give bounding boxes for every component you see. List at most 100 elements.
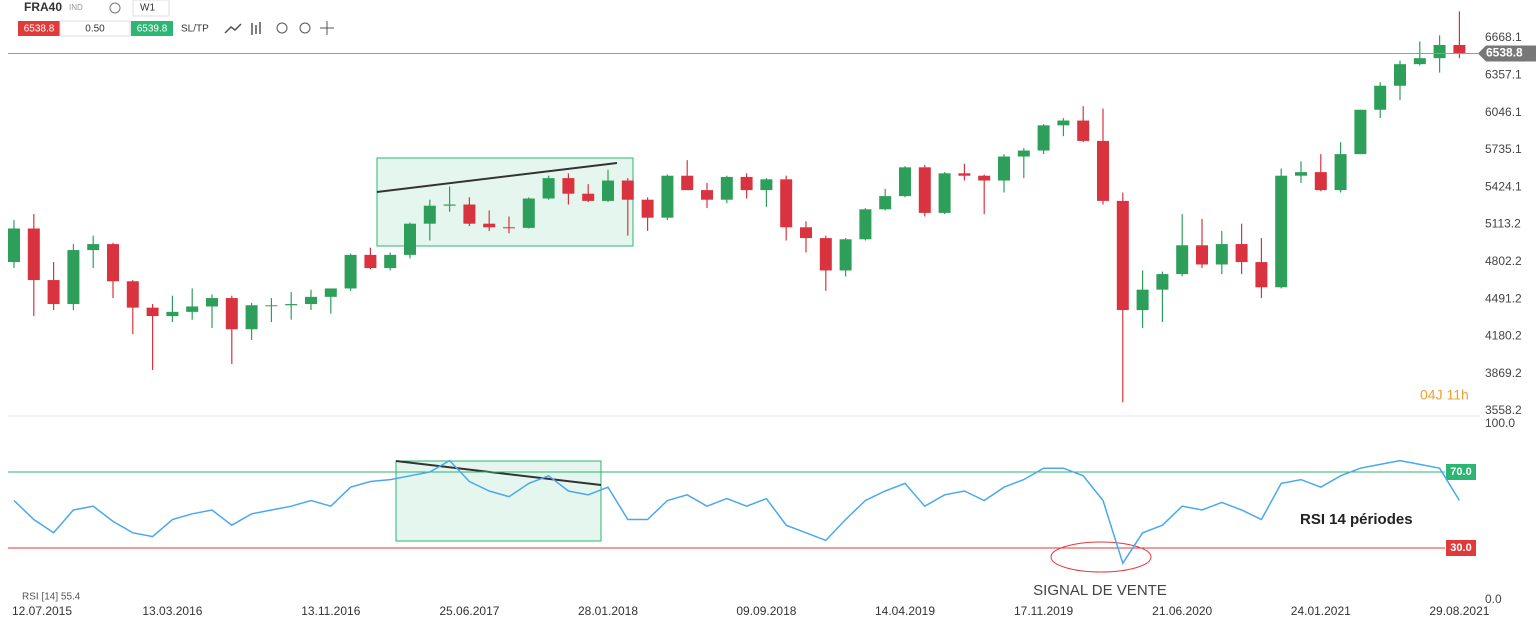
candle-body [186, 306, 199, 312]
candle-body [1413, 58, 1426, 65]
candle-body [819, 238, 832, 271]
candle-body [542, 178, 555, 199]
candle-body [661, 175, 674, 218]
candle-body [1433, 44, 1446, 59]
x-tick-label: 29.08.2021 [1429, 604, 1489, 618]
move-tool[interactable] [320, 21, 334, 35]
timer: 04J 11h [1420, 387, 1469, 403]
x-tick-label: 13.11.2016 [301, 604, 360, 618]
candle-body [1314, 172, 1327, 191]
channel-box [376, 157, 634, 247]
candle-body [344, 254, 357, 289]
candle-body [938, 173, 951, 213]
trend-line [376, 162, 618, 193]
kind: IND [69, 3, 83, 12]
candle-body [27, 228, 40, 281]
candle-body [1196, 245, 1208, 265]
candle-body [701, 190, 713, 200]
candle-body [760, 179, 773, 191]
candle-body [503, 227, 515, 229]
candle-body [839, 239, 852, 271]
candle-body [1097, 140, 1109, 201]
candle-body [859, 209, 872, 240]
rsi-line [13, 459, 1461, 565]
candle-body [126, 281, 139, 308]
timeframe-box[interactable] [132, 0, 170, 17]
candle-body [582, 193, 595, 201]
y-tick-label: 5735.1 [1485, 142, 1522, 156]
y-tick-label: 5424.1 [1485, 179, 1522, 193]
candle-body [265, 305, 278, 307]
candle-body [1255, 262, 1268, 288]
candle-body [998, 156, 1010, 181]
x-tick-label: 28.01.2018 [578, 604, 638, 618]
level-tag [1446, 464, 1476, 480]
level-tag [1446, 540, 1476, 556]
candle-body [899, 167, 911, 197]
candle-body [1334, 154, 1347, 191]
rsi-note: RSI 14 périodes [1300, 511, 1413, 528]
candle-body [1374, 85, 1387, 110]
rsi-legend: RSI [14] 55.4 [22, 592, 81, 603]
candle-body [681, 175, 694, 191]
candle-body [146, 307, 159, 317]
zoom-out[interactable] [276, 22, 288, 34]
timeframe[interactable]: W1 [140, 3, 155, 14]
buy-button[interactable] [131, 21, 173, 36]
sell-button[interactable] [18, 21, 60, 36]
buy-price[interactable]: 6539.8 [137, 24, 168, 35]
candle-body [67, 250, 80, 305]
candle-body [8, 228, 20, 263]
candle-body [305, 296, 317, 305]
rsi-trend-line [395, 460, 602, 486]
volume[interactable]: 0.50 [85, 24, 105, 35]
y-tick-label: 100.0 [1485, 416, 1515, 430]
line-tool[interactable] [224, 23, 242, 34]
zoom-in[interactable] [299, 22, 311, 34]
x-tick-label: 09.09.2018 [736, 604, 796, 618]
sell-price[interactable]: 6538.8 [24, 24, 55, 35]
y-tick-label: 3558.2 [1485, 403, 1522, 417]
symbol[interactable]: FRA40 [24, 0, 62, 14]
candle-body [1017, 150, 1030, 157]
candle-body [1037, 125, 1050, 151]
candle-body [1295, 172, 1307, 176]
candle-body [1077, 120, 1090, 141]
candle-body [958, 173, 971, 176]
x-tick-label: 21.06.2020 [1152, 604, 1212, 618]
candle-body [978, 175, 991, 181]
x-tick-label: 17.11.2019 [1014, 604, 1073, 618]
candle-body [562, 178, 575, 194]
candle-body [1136, 289, 1149, 311]
candle-body [423, 205, 436, 224]
sltp[interactable]: SL/TP [181, 24, 209, 35]
volume-box[interactable] [59, 20, 131, 37]
candle-body [463, 204, 476, 224]
candle-body [800, 227, 812, 239]
x-tick-label: 25.06.2017 [439, 604, 499, 618]
y-tick-label: 6668.1 [1485, 30, 1522, 44]
candle-body [1275, 175, 1288, 288]
candle-body [404, 223, 416, 255]
y-tick-label: 5113.2 [1485, 217, 1521, 231]
candle-body [780, 179, 793, 228]
candle-body [206, 298, 218, 307]
info-icon[interactable] [109, 2, 121, 14]
candle-body [1156, 274, 1169, 290]
candle-body [1057, 120, 1070, 126]
x-tick-label: 24.01.2021 [1291, 604, 1351, 618]
candle-body [740, 176, 753, 191]
candle-body [602, 180, 614, 201]
candle-tool[interactable] [251, 22, 261, 35]
level-label: 70.0 [1450, 466, 1471, 478]
y-tick-label: 3869.2 [1485, 366, 1522, 380]
candle-body [1215, 244, 1228, 265]
candle-body [1235, 244, 1248, 263]
candle-body [107, 244, 119, 282]
candle-body [1453, 44, 1466, 54]
candle-body [225, 298, 238, 330]
signal-note: SIGNAL DE VENTE [1033, 582, 1167, 599]
signal-ellipse [1050, 541, 1152, 573]
last-price-label: 6538.8 [1486, 46, 1523, 60]
candle-body [621, 180, 634, 200]
